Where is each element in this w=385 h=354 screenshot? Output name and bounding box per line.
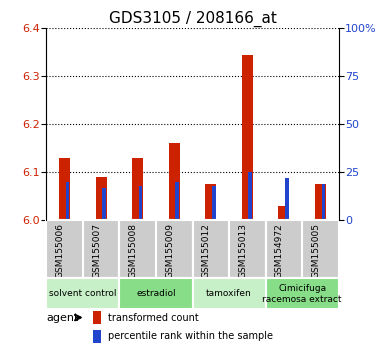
Bar [169, 143, 180, 220]
Bar [93, 311, 101, 324]
Bar [315, 184, 326, 220]
Bar [242, 55, 253, 220]
Bar [65, 182, 69, 220]
Bar [119, 220, 192, 278]
Bar [46, 278, 119, 309]
Bar [102, 188, 106, 220]
Bar [93, 330, 101, 343]
Bar [192, 220, 266, 278]
Text: Cimicifuga
racemosa extract: Cimicifuga racemosa extract [263, 284, 342, 303]
Bar [321, 184, 325, 220]
Text: estradiol: estradiol [136, 289, 176, 298]
Bar [59, 158, 70, 220]
Text: GSM155006: GSM155006 [55, 223, 64, 278]
Bar [285, 178, 289, 220]
Text: GSM155012: GSM155012 [202, 223, 211, 278]
Bar [266, 278, 339, 309]
Title: GDS3105 / 208166_at: GDS3105 / 208166_at [109, 11, 276, 27]
Bar [119, 278, 192, 309]
Bar [212, 185, 216, 220]
Text: solvent control: solvent control [49, 289, 117, 298]
Text: percentile rank within the sample: percentile rank within the sample [108, 331, 273, 341]
Bar [278, 206, 290, 220]
Bar [205, 184, 216, 220]
Text: tamoxifen: tamoxifen [206, 289, 252, 298]
Bar [192, 278, 266, 309]
Text: GSM154972: GSM154972 [275, 223, 284, 278]
Text: agent: agent [46, 313, 79, 322]
Text: GSM155013: GSM155013 [238, 223, 248, 278]
Bar [132, 158, 143, 220]
Bar [139, 185, 142, 220]
Text: GSM155008: GSM155008 [129, 223, 138, 278]
Text: GSM155009: GSM155009 [165, 223, 174, 278]
Text: GSM155007: GSM155007 [92, 223, 101, 278]
Bar [95, 177, 107, 220]
Bar [248, 172, 252, 220]
Text: GSM155005: GSM155005 [311, 223, 321, 278]
Text: transformed count: transformed count [108, 313, 198, 322]
Bar [266, 220, 339, 278]
Bar [175, 182, 179, 220]
Bar [46, 220, 119, 278]
